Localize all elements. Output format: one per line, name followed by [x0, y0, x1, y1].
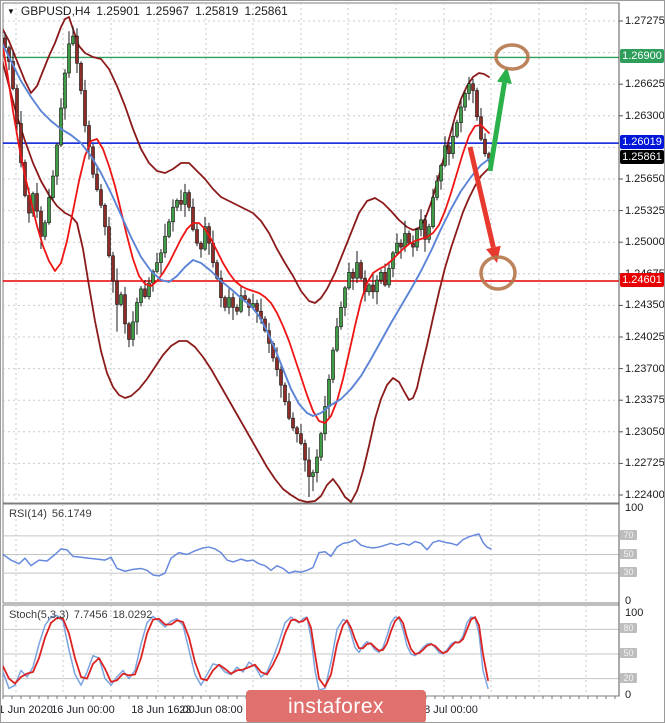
- target-circle-upper[interactable]: [494, 43, 530, 71]
- ohlc-high: 1.25967: [145, 4, 190, 18]
- stoch-value-k: 7.7456: [73, 609, 108, 621]
- down-projection-arrow[interactable]: [467, 146, 496, 248]
- symbol-dropdown-icon[interactable]: ▼: [7, 6, 15, 16]
- stoch-d-line: [3, 616, 489, 688]
- up-projection-arrow-head: [497, 67, 512, 85]
- target-circle-lower[interactable]: [479, 255, 517, 291]
- symbol-timeframe: GBPUSD,H4: [20, 4, 91, 18]
- candles-series: [3, 26, 491, 497]
- ohlc-close: 1.25861: [244, 4, 288, 18]
- stoch-indicator-label: Stoch(5,3,3) 7.7456 18.0292: [9, 609, 152, 621]
- stoch-value-d: 18.0292: [112, 609, 153, 621]
- price-pane[interactable]: [2, 2, 620, 504]
- ohlc-low: 1.25819: [195, 4, 239, 18]
- watermark-text: instaforex: [287, 694, 385, 718]
- rsi-pane[interactable]: [2, 503, 620, 604]
- stoch-name: Stoch(5,3,3): [9, 609, 69, 621]
- fast-ma-line: [3, 42, 490, 424]
- bollinger-lower-band: [3, 60, 490, 503]
- stoch-pane[interactable]: [2, 604, 620, 697]
- up-projection-arrow[interactable]: [487, 82, 507, 172]
- rsi-line: [3, 533, 492, 577]
- broker-watermark: instaforex: [246, 690, 426, 722]
- rsi-name: RSI(14): [9, 508, 47, 520]
- ohlc-open: 1.25901: [96, 4, 140, 18]
- chart-title-bar: ▼ GBPUSD,H4 1.25901 1.25967 1.25819 1.25…: [7, 4, 288, 18]
- vertical-gridlines: [15, 504, 587, 603]
- rsi-value: 56.1749: [51, 508, 92, 520]
- slow-ma-line: [3, 42, 490, 417]
- stoch-k-line: [3, 614, 489, 691]
- rsi-indicator-label: RSI(14) 56.1749: [9, 508, 92, 520]
